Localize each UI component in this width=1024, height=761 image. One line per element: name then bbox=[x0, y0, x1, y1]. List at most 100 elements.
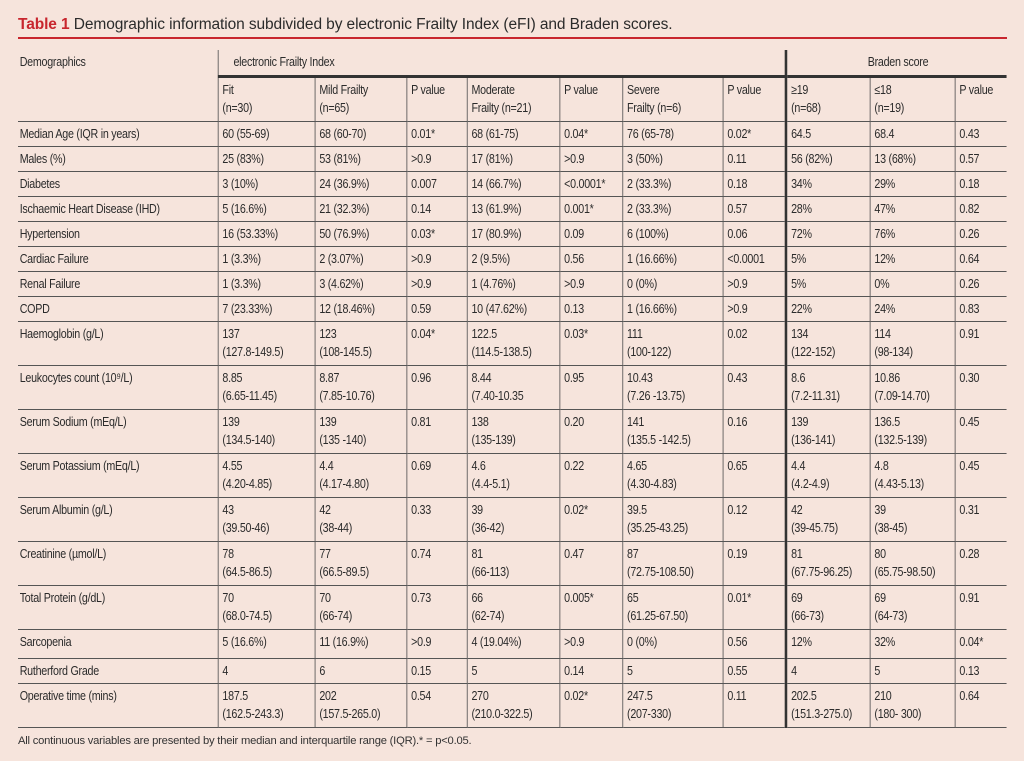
table-row: Sarcopenia 5 (16.6%) 11 (16.9%) >0.9 4 (19.0… bbox=[18, 629, 1007, 659]
header-columns-row: Fit (n=30) Mild Frailty (n=65) P value Mode… bbox=[18, 76, 1007, 122]
table-cell: 7 (23.33%) bbox=[217, 296, 315, 322]
table-cell: >0.9 bbox=[406, 146, 467, 172]
table-cell: >0.9 bbox=[406, 629, 467, 659]
row-label: Ischaemic Heart Disease (IHD) bbox=[18, 196, 218, 222]
table-cell: 4 bbox=[784, 658, 870, 684]
table-cell: 0.45 bbox=[954, 453, 1007, 498]
row-label: Renal Failure bbox=[18, 271, 218, 297]
table-cell: 3 (10%) bbox=[217, 171, 315, 197]
table-cell: >0.9 bbox=[722, 296, 786, 322]
table-cell: 0.02* bbox=[722, 121, 786, 147]
table-cell: 87 (72.75-108.50) bbox=[621, 541, 723, 586]
table-cell: 17 (80.9%) bbox=[466, 221, 560, 247]
column-header: P value bbox=[954, 76, 1007, 122]
table-cell: 0.73 bbox=[406, 585, 467, 630]
table-cell: 53 (81%) bbox=[314, 146, 407, 172]
table-cell: 122.5 (114.5-138.5) bbox=[466, 321, 560, 366]
table-cell: 8.85 (6.65-11.45) bbox=[217, 365, 315, 410]
table-cell: 141 (135.5 -142.5) bbox=[621, 409, 723, 454]
table-cell: 8.44 (7.40-10.35 bbox=[466, 365, 560, 410]
table-cell: 0.56 bbox=[722, 629, 786, 659]
table-cell: 17 (81%) bbox=[466, 146, 560, 172]
table-cell: 0 (0%) bbox=[621, 271, 723, 297]
table-cell: 0.14 bbox=[406, 196, 467, 222]
table-cell: 3 (50%) bbox=[621, 146, 723, 172]
table-row: Diabetes 3 (10%) 24 (36.9%) 0.007 14 (66.7%)… bbox=[18, 171, 1007, 197]
table-cell: 0.04* bbox=[406, 321, 467, 366]
table-cell: 42 (39-45.75) bbox=[784, 497, 870, 542]
table-cell: 0 (0%) bbox=[621, 629, 723, 659]
table-cell: 0.11 bbox=[722, 146, 786, 172]
table-cell: 64.5 bbox=[784, 121, 870, 147]
table-cell: 0.02* bbox=[559, 497, 623, 542]
table-cell: 5% bbox=[784, 271, 870, 297]
table-cell: 72% bbox=[784, 221, 870, 247]
row-label: Diabetes bbox=[18, 171, 218, 197]
table-cell: 39.5 (35.25-43.25) bbox=[621, 497, 723, 542]
table-cell: 0.001* bbox=[559, 196, 623, 222]
table-row: Haemoglobin (g/L) 137 (127.8-149.5) 123 (1… bbox=[18, 321, 1007, 366]
table-cell: 68.4 bbox=[869, 121, 955, 147]
table-cell: 5% bbox=[784, 246, 870, 272]
table-cell: 6 (100%) bbox=[621, 221, 723, 247]
table-cell: 28% bbox=[784, 196, 870, 222]
table-cell: >0.9 bbox=[722, 271, 786, 297]
table-cell: 12 (18.46%) bbox=[314, 296, 407, 322]
column-header: P value bbox=[722, 76, 786, 122]
table-row: Serum Albumin (g/L) 43 (39.50-46) 42 (38-4… bbox=[18, 497, 1007, 542]
column-header: Moderate Frailty (n=21) bbox=[466, 76, 560, 122]
table-cell: 0.26 bbox=[954, 221, 1007, 247]
table-cell: 4.4 (4.2-4.9) bbox=[784, 453, 870, 498]
table-caption: Demographic information subdivided by el… bbox=[73, 16, 673, 33]
table-cell: >0.9 bbox=[559, 146, 623, 172]
table-cell: 0.59 bbox=[406, 296, 467, 322]
table-cell: 4 (19.04%) bbox=[466, 629, 560, 659]
table-footnote: All continuous variables are presented b… bbox=[18, 735, 472, 747]
table-row: Serum Sodium (mEq/L) 139 (134.5-140) 139 (… bbox=[18, 409, 1007, 454]
table-row: Leukocytes count (10⁹/L) 8.85 (6.65-11.45… bbox=[18, 365, 1007, 410]
table-cell: 5 bbox=[466, 658, 560, 684]
table-cell: 2 (9.5%) bbox=[466, 246, 560, 272]
header-braden-group: Braden score bbox=[784, 50, 1007, 78]
table-cell: 1 (4.76%) bbox=[466, 271, 560, 297]
row-label: Cardiac Failure bbox=[18, 246, 218, 272]
table-cell: 0.15 bbox=[406, 658, 467, 684]
table-cell: 0.55 bbox=[722, 658, 786, 684]
row-label: Creatinine (µmol/L) bbox=[18, 541, 218, 586]
table-cell: >0.9 bbox=[406, 246, 467, 272]
table-cell: 70 (68.0-74.5) bbox=[217, 585, 315, 630]
table-cell: 0.04* bbox=[954, 629, 1007, 659]
table-cell: 42 (38-44) bbox=[314, 497, 407, 542]
table-cell: 10.43 (7.26 -13.75) bbox=[621, 365, 723, 410]
table-cell: 0.14 bbox=[559, 658, 623, 684]
table-cell: 0.83 bbox=[954, 296, 1007, 322]
column-header: Fit (n=30) bbox=[217, 76, 315, 122]
column-header: ≤18 (n=19) bbox=[869, 76, 955, 122]
table-cell: 0.18 bbox=[722, 171, 786, 197]
table-cell: 1 (16.66%) bbox=[621, 246, 723, 272]
table-cell: 0.57 bbox=[954, 146, 1007, 172]
row-label: Hypertension bbox=[18, 221, 218, 247]
table-cell: 0.16 bbox=[722, 409, 786, 454]
table-row: Operative time (mins) 187.5 (162.5-243.3)… bbox=[18, 683, 1007, 728]
table-cell: 0.82 bbox=[954, 196, 1007, 222]
table-cell: 24 (36.9%) bbox=[314, 171, 407, 197]
table-cell: 0.43 bbox=[954, 121, 1007, 147]
table-cell: 0.81 bbox=[406, 409, 467, 454]
table-cell: 24% bbox=[869, 296, 955, 322]
table-cell: 0.22 bbox=[559, 453, 623, 498]
table-cell: 4.8 (4.43-5.13) bbox=[869, 453, 955, 498]
header-efi-group: electronic Frailty Index bbox=[217, 50, 786, 78]
table-cell: 0.30 bbox=[954, 365, 1007, 410]
table-cell: 81 (67.75-96.25) bbox=[784, 541, 870, 586]
table-cell: 21 (32.3%) bbox=[314, 196, 407, 222]
table-cell: 0.64 bbox=[954, 246, 1007, 272]
row-label: Haemoglobin (g/L) bbox=[18, 321, 218, 366]
table-cell: 0.31 bbox=[954, 497, 1007, 542]
table-cell: 8.87 (7.85-10.76) bbox=[314, 365, 407, 410]
table-cell: 114 (98-134) bbox=[869, 321, 955, 366]
table-cell: 0.01* bbox=[722, 585, 786, 630]
table-cell: 4.4 (4.17-4.80) bbox=[314, 453, 407, 498]
table-cell: 187.5 (162.5-243.3) bbox=[217, 683, 315, 728]
table-cell: 22% bbox=[784, 296, 870, 322]
